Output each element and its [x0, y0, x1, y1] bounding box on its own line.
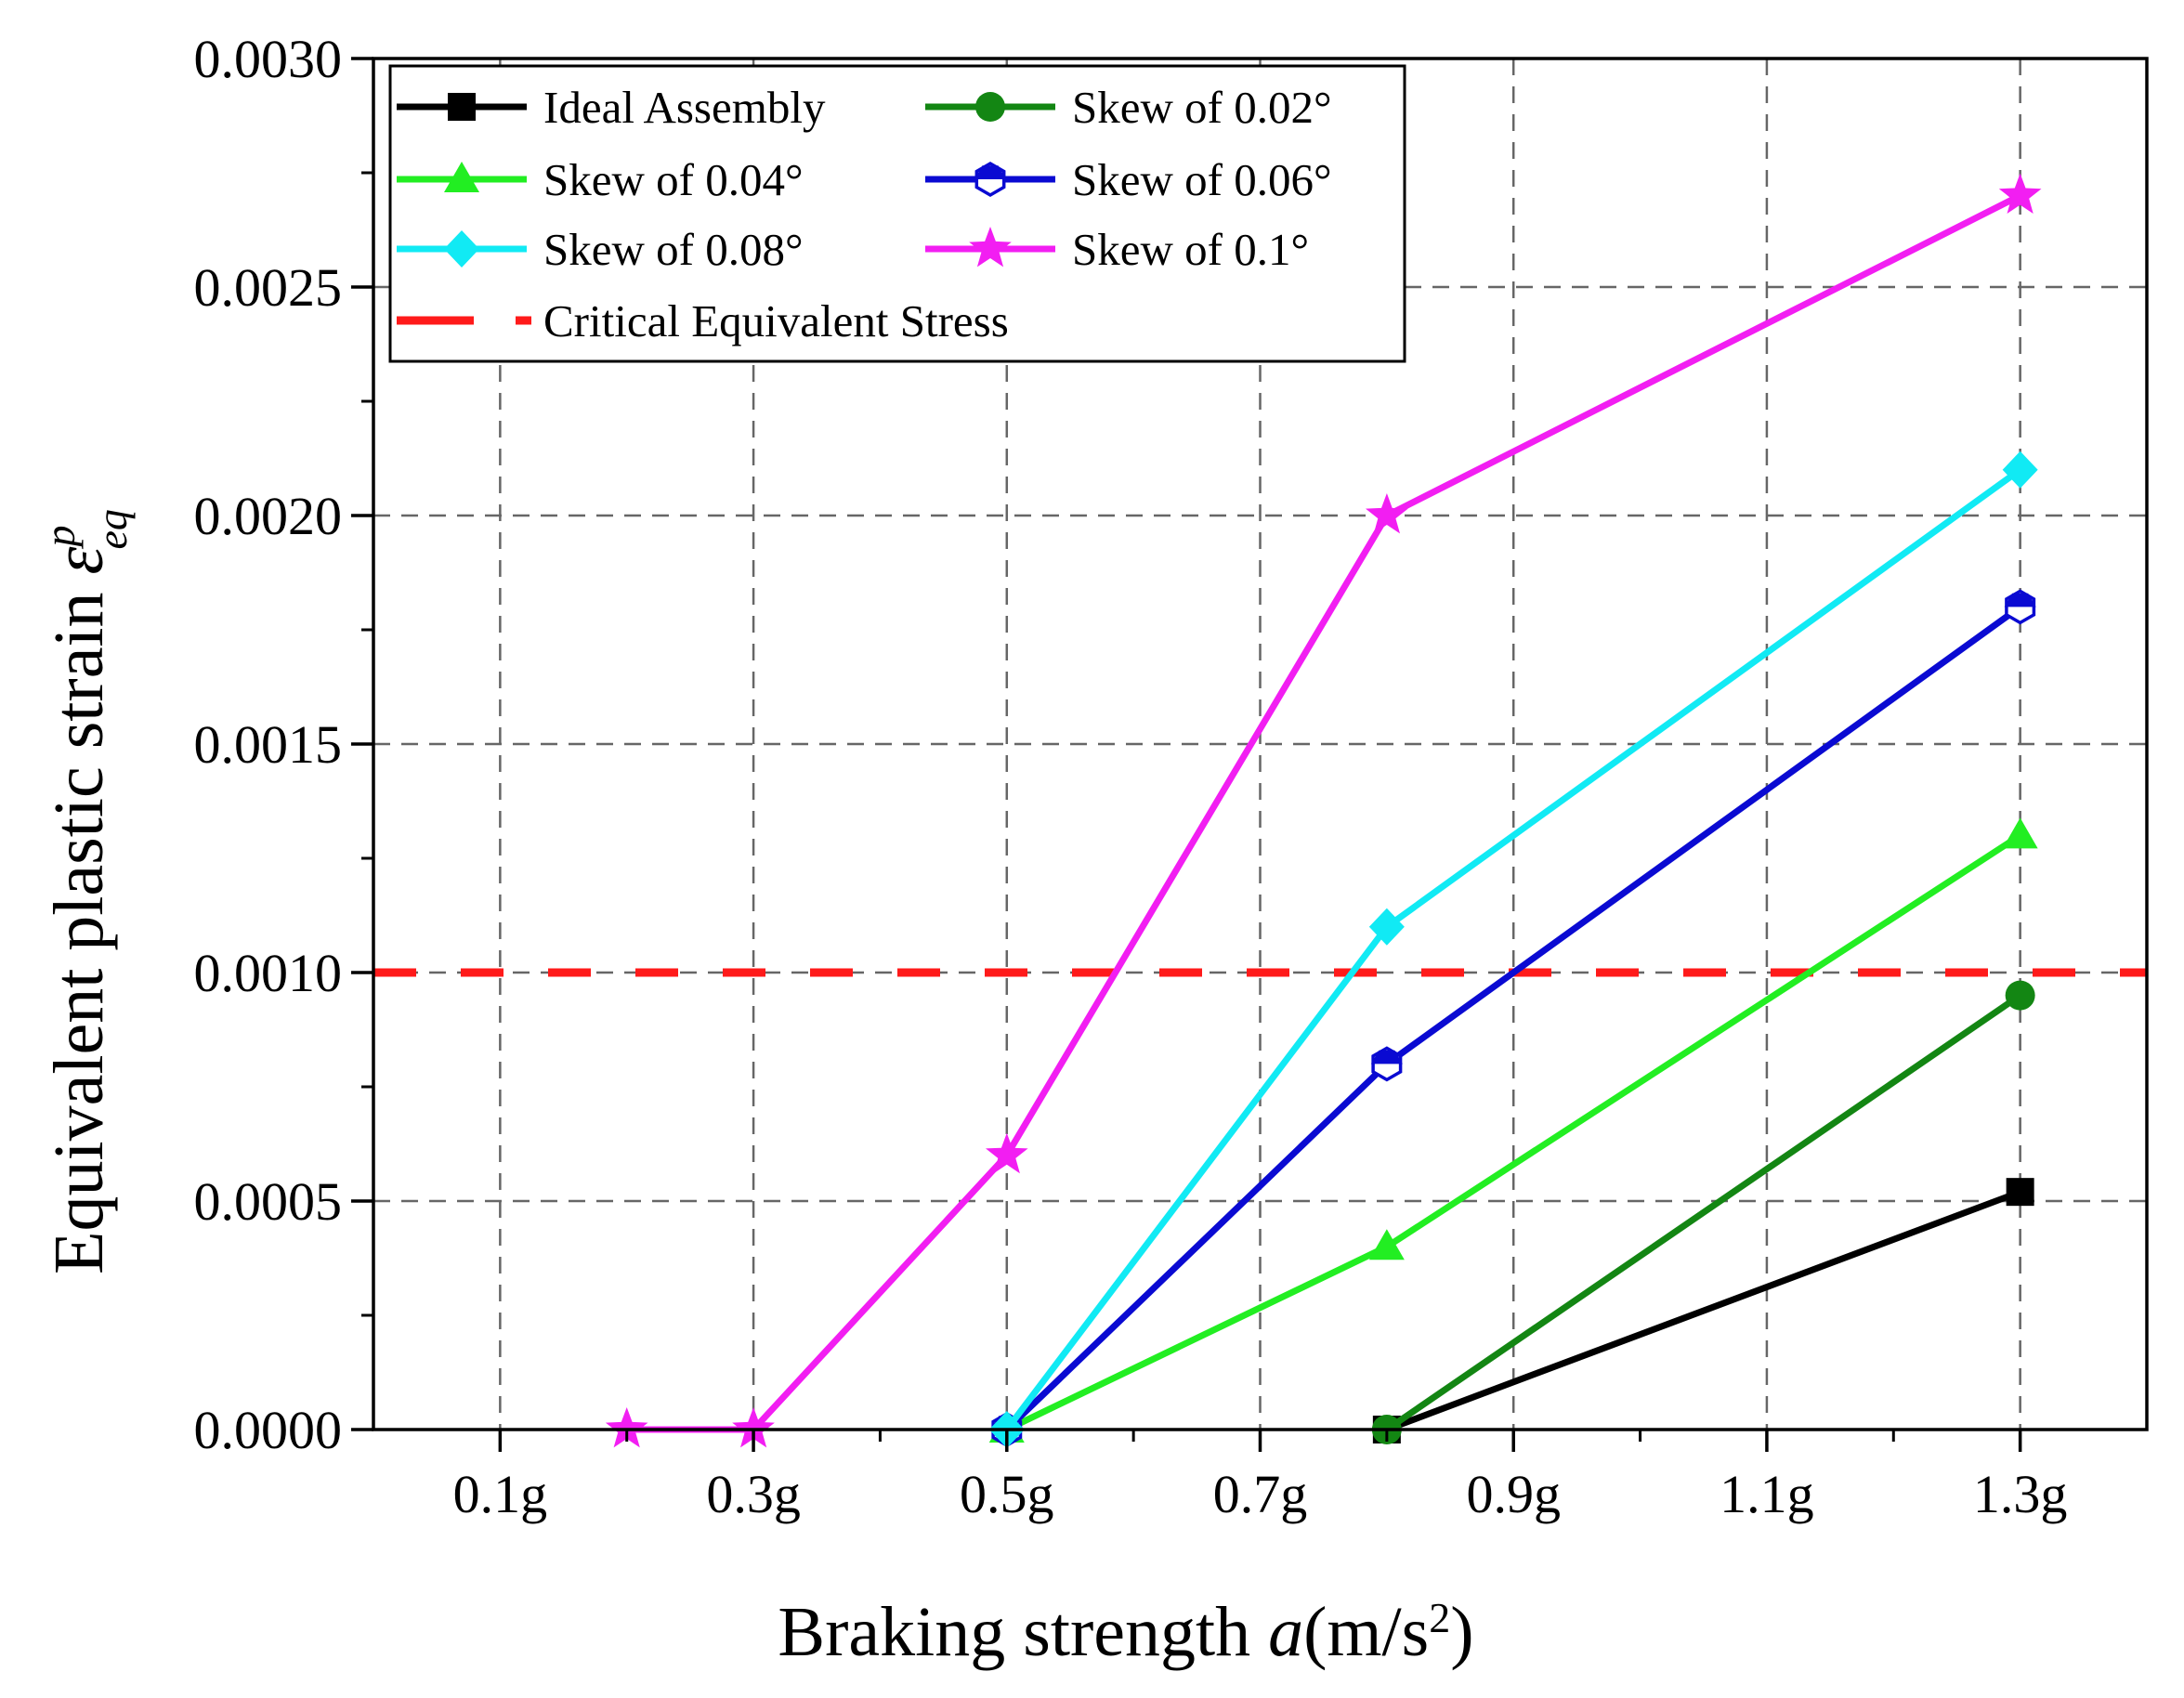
legend-swatch-marker [444, 162, 479, 192]
series-line [1384, 992, 2022, 1432]
x-axis-title-unit: (m/s [1303, 1593, 1429, 1671]
x-tick-label: 0.7g [1213, 1464, 1308, 1524]
data-point-marker [1368, 1229, 1405, 1260]
legend-item: Skew of 0.08° [397, 224, 804, 275]
x-tick-label: 1.3g [1973, 1464, 2068, 1524]
y-tick-label: 0.0030 [194, 29, 343, 89]
legend-swatch-marker [444, 230, 479, 268]
legend-label: Skew of 0.02° [1072, 82, 1332, 133]
data-point-marker [986, 1132, 1028, 1174]
data-point-marker [2006, 1178, 2034, 1207]
legend-label: Skew of 0.1° [1072, 224, 1309, 275]
y-axis-title-subscript: eq [88, 509, 136, 549]
y-axis-title: Equivalent plastic strain εp eq [36, 509, 136, 1274]
legend-label: Critical Equivalent Stress [543, 295, 1009, 346]
y-tick-label: 0.0005 [194, 1171, 343, 1232]
legend-swatch-marker [448, 93, 476, 121]
legend-label: Skew of 0.04° [543, 154, 804, 205]
series-layer [605, 173, 2042, 1448]
tick-labels: 0.1g 0.3g 0.5g 0.7g 0.9g 1.1g 1.3g 0.0000 0.0005… [194, 29, 2068, 1524]
x-axis-title-variable: a [1268, 1593, 1303, 1671]
y-tick-label: 0.0020 [194, 486, 343, 546]
legend-swatch-marker [969, 227, 1012, 268]
legend-item: Skew of 0.02° [925, 82, 1332, 133]
legend: Ideal Assembly Skew of 0.02° Skew of 0.04°… [388, 64, 1406, 363]
y-tick-label: 0.0000 [194, 1400, 343, 1460]
legend-swatch-marker [974, 161, 1006, 198]
x-axis-title-unit-close: ) [1450, 1593, 1473, 1671]
series-line [1385, 1188, 2021, 1433]
x-tick-label: 0.1g [453, 1464, 548, 1524]
legend-item: Critical Equivalent Stress [397, 295, 1009, 346]
series-5 [605, 173, 2042, 1448]
y-axis-title-prefix: Equivalent plastic strain [40, 574, 118, 1274]
y-axis-title-symbol: ε [40, 546, 118, 574]
axes [351, 57, 2149, 1452]
legend-swatch-marker-fill [974, 165, 1006, 179]
legend-item: Skew of 0.1° [925, 224, 1309, 275]
x-tick-label: 0.3g [706, 1464, 801, 1524]
legend-box [388, 64, 1406, 363]
data-point-marker [1370, 1046, 1403, 1082]
y-tick-label: 0.0010 [194, 943, 343, 1003]
y-tick-label: 0.0015 [194, 714, 343, 775]
data-point-marker-fill [2004, 593, 2036, 607]
legend-label: Skew of 0.08° [543, 224, 804, 275]
data-point-marker [1368, 908, 1405, 946]
legend-item: Ideal Assembly [397, 82, 826, 133]
legend-label: Skew of 0.06° [1072, 154, 1332, 205]
legend-item: Skew of 0.04° [397, 154, 804, 205]
data-point-marker [2002, 451, 2038, 489]
legend-item: Skew of 0.06° [925, 154, 1332, 205]
y-axis-title-superscript: p [36, 526, 84, 550]
x-axis-title-prefix: Braking strength [778, 1593, 1268, 1671]
series-1 [1371, 980, 2035, 1444]
series-0 [1372, 1178, 2034, 1443]
x-tick-label: 0.5g [960, 1464, 1054, 1524]
x-axis-title: Braking strength a(m/s2) [778, 1593, 1473, 1671]
legend-label: Ideal Assembly [543, 82, 826, 133]
data-point-marker [2002, 817, 2038, 849]
data-point-marker [732, 1407, 775, 1448]
x-tick-label: 1.1g [1720, 1464, 1814, 1524]
data-point-marker [2005, 980, 2035, 1011]
data-point-marker [2004, 589, 2036, 625]
x-axis-title-unit-power: 2 [1429, 1594, 1450, 1641]
series-4 [988, 451, 2038, 1448]
series-line [626, 192, 2022, 1433]
y-tick-label: 0.0025 [194, 257, 343, 318]
x-tick-label: 0.9g [1466, 1464, 1561, 1524]
data-point-marker [605, 1407, 648, 1448]
data-point-marker [1998, 173, 2042, 214]
data-point-marker-fill [1370, 1050, 1403, 1065]
legend-swatch-marker [975, 92, 1005, 122]
data-point-marker [1366, 493, 1408, 534]
